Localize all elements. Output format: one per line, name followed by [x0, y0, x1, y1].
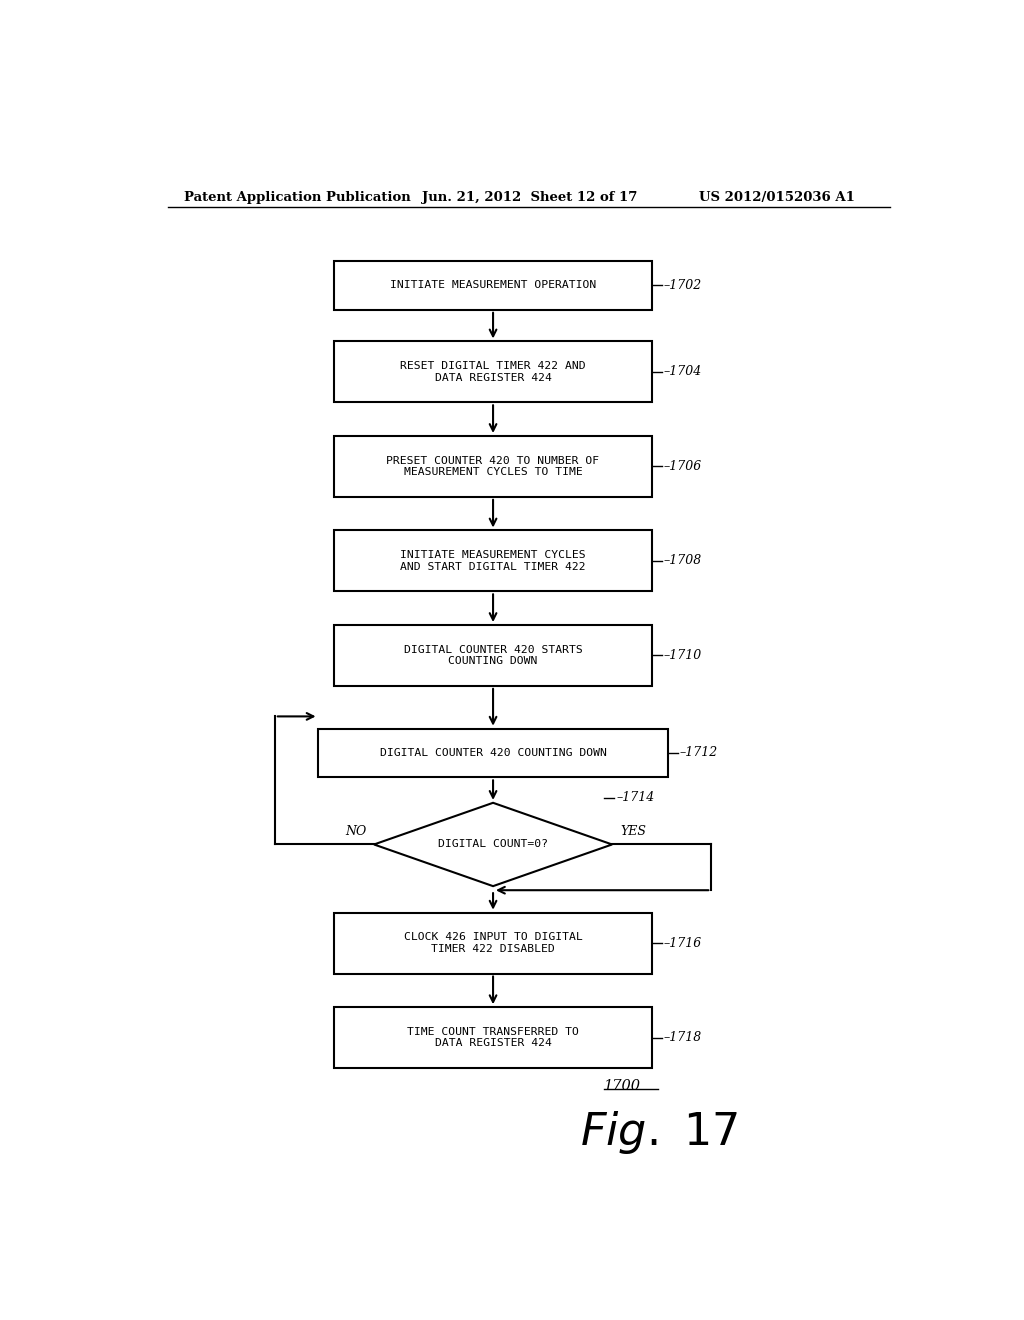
Bar: [334, 912, 652, 974]
Text: –1704: –1704: [664, 366, 701, 379]
Text: YES: YES: [620, 825, 646, 838]
Text: –1714: –1714: [616, 791, 654, 804]
Text: TIME COUNT TRANSFERRED TO
DATA REGISTER 424: TIME COUNT TRANSFERRED TO DATA REGISTER …: [408, 1027, 579, 1048]
Text: –1718: –1718: [664, 1031, 701, 1044]
Text: 1700: 1700: [604, 1080, 641, 1093]
Text: NO: NO: [345, 825, 367, 838]
Text: INITIATE MEASUREMENT CYCLES
AND START DIGITAL TIMER 422: INITIATE MEASUREMENT CYCLES AND START DI…: [400, 550, 586, 572]
Text: –1708: –1708: [664, 554, 701, 568]
Text: Jun. 21, 2012  Sheet 12 of 17: Jun. 21, 2012 Sheet 12 of 17: [422, 190, 637, 203]
Text: DIGITAL COUNTER 420 STARTS
COUNTING DOWN: DIGITAL COUNTER 420 STARTS COUNTING DOWN: [403, 644, 583, 667]
Bar: [334, 624, 652, 686]
Bar: [334, 1007, 652, 1068]
Text: –1706: –1706: [664, 459, 701, 473]
Text: Patent Application Publication: Patent Application Publication: [183, 190, 411, 203]
Text: –1716: –1716: [664, 937, 701, 949]
Text: DIGITAL COUNTER 420 COUNTING DOWN: DIGITAL COUNTER 420 COUNTING DOWN: [380, 748, 606, 758]
Polygon shape: [374, 803, 612, 886]
Text: INITIATE MEASUREMENT OPERATION: INITIATE MEASUREMENT OPERATION: [390, 280, 596, 290]
Bar: [334, 342, 652, 403]
Text: CLOCK 426 INPUT TO DIGITAL
TIMER 422 DISABLED: CLOCK 426 INPUT TO DIGITAL TIMER 422 DIS…: [403, 932, 583, 954]
Text: DIGITAL COUNT=0?: DIGITAL COUNT=0?: [438, 840, 548, 850]
Text: –1710: –1710: [664, 649, 701, 661]
Text: RESET DIGITAL TIMER 422 AND
DATA REGISTER 424: RESET DIGITAL TIMER 422 AND DATA REGISTE…: [400, 362, 586, 383]
Bar: [334, 261, 652, 310]
Text: –1702: –1702: [664, 279, 701, 292]
Text: US 2012/0152036 A1: US 2012/0152036 A1: [699, 190, 855, 203]
Bar: [318, 729, 668, 777]
Bar: [334, 436, 652, 496]
Text: –1712: –1712: [680, 747, 718, 759]
Bar: [334, 531, 652, 591]
Text: PRESET COUNTER 420 TO NUMBER OF
MEASUREMENT CYCLES TO TIME: PRESET COUNTER 420 TO NUMBER OF MEASUREM…: [386, 455, 600, 477]
Text: $\mathit{Fig.}$ $\mathit{17}$: $\mathit{Fig.}$ $\mathit{17}$: [581, 1109, 738, 1156]
